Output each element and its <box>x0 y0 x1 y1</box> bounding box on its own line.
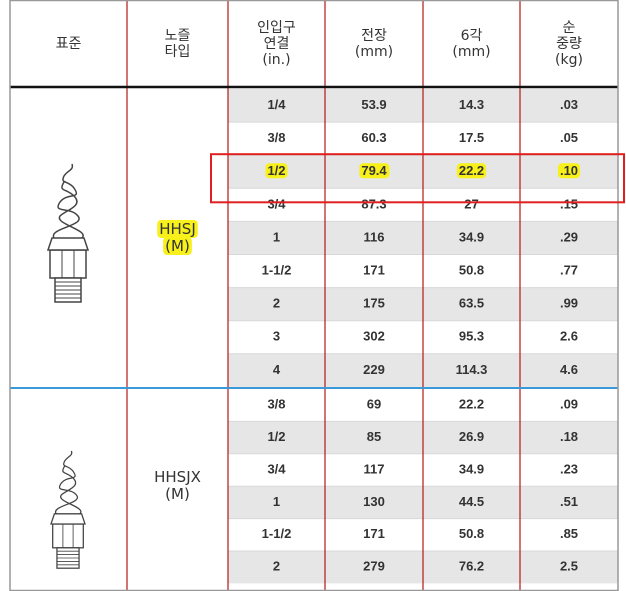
highlight <box>456 163 487 179</box>
header-text: 6각 <box>461 28 483 44</box>
cell-text: .77 <box>560 262 578 277</box>
cell-text: 26.9 <box>459 429 484 444</box>
header-text: (in.) <box>262 52 290 68</box>
cell-text: .29 <box>560 229 578 244</box>
cell-text: 1 <box>273 229 280 244</box>
header-text: (mm) <box>355 44 393 60</box>
cell-text: 1/2 <box>267 163 285 178</box>
cell-text: .18 <box>560 429 578 444</box>
cell-text: 302 <box>363 329 385 344</box>
cell-text: 17.5 <box>459 130 484 145</box>
cell-text: .05 <box>560 130 578 145</box>
cell-text: 69 <box>367 397 381 412</box>
cell-text: 1-1/2 <box>262 262 292 277</box>
type-text: HHSJX <box>154 468 201 486</box>
cell-text: 3 <box>273 329 280 344</box>
cell-text: 3/8 <box>267 397 285 412</box>
header-text: (mm) <box>452 44 490 60</box>
cell-text: 3/8 <box>267 130 285 145</box>
highlight <box>163 236 192 255</box>
cell-text: 2.5 <box>560 559 578 574</box>
cell-text: .99 <box>560 296 578 311</box>
cell-text: 1-1/2 <box>262 526 292 541</box>
cell-text: 76.2 <box>459 559 484 574</box>
cell-text: 229 <box>363 362 385 377</box>
cell-text: 53.9 <box>361 97 386 112</box>
cell-text: .15 <box>560 196 578 211</box>
cell-text: 4.6 <box>560 362 578 377</box>
cell-text: 130 <box>363 494 385 509</box>
header-text: 표준 <box>56 36 82 52</box>
header-text: 연결 <box>264 36 290 52</box>
cell-text: 1 <box>273 494 280 509</box>
header-text: 노즐 <box>165 28 191 44</box>
cell-text: 4 <box>273 362 281 377</box>
cell-text: .03 <box>560 97 578 112</box>
cell-text: 22.2 <box>459 397 484 412</box>
cell-text: .10 <box>560 163 578 178</box>
cell-text: 171 <box>363 262 385 277</box>
cell-text: 95.3 <box>459 329 484 344</box>
cell-text: 3/4 <box>267 461 286 476</box>
cell-text: 279 <box>363 559 385 574</box>
type-text: HHSJ <box>159 220 196 238</box>
cell-text: .23 <box>560 461 578 476</box>
cell-text: 79.4 <box>361 163 387 178</box>
cell-text: 2 <box>273 296 280 311</box>
type-text: (M) <box>165 237 190 255</box>
highlight <box>265 163 288 179</box>
cell-text: 14.3 <box>459 97 484 112</box>
cell-text: 50.8 <box>459 526 484 541</box>
type-text: (M) <box>165 485 190 503</box>
cell-text: 34.9 <box>459 461 484 476</box>
cell-text: 87.3 <box>361 196 386 211</box>
cell-text: 116 <box>364 229 385 244</box>
cell-text: 1/4 <box>267 97 286 112</box>
highlight-frame <box>210 153 625 204</box>
cell-text: .51 <box>560 494 578 509</box>
highlight <box>359 163 390 179</box>
cell-text: 85 <box>367 429 381 444</box>
cell-text: 63.5 <box>459 296 484 311</box>
cell-text: 114.3 <box>456 362 488 377</box>
highlight <box>557 163 581 179</box>
cell-text: 3/4 <box>267 196 286 211</box>
cell-text: 117 <box>364 461 385 476</box>
cell-text: 44.5 <box>459 494 484 509</box>
cell-text: 60.3 <box>361 130 386 145</box>
cell-text: 27 <box>464 196 478 211</box>
header-text: (kg) <box>555 52 583 68</box>
header-text: 순 <box>563 20 576 36</box>
cell-text: 22.2 <box>459 163 484 178</box>
header-text: 인입구 <box>257 20 296 36</box>
cell-text: .09 <box>560 397 578 412</box>
cell-text: 2.6 <box>560 329 578 344</box>
cell-text: 2 <box>273 559 280 574</box>
header-text: 전장 <box>361 28 387 44</box>
cell-text: 171 <box>363 526 385 541</box>
cell-text: 1/2 <box>267 429 285 444</box>
highlight <box>157 219 198 238</box>
cell-text: 34.9 <box>459 229 484 244</box>
cell-text: 175 <box>363 296 385 311</box>
cell-text: .85 <box>560 526 578 541</box>
header-text: 타입 <box>165 44 191 60</box>
cell-text: 50.8 <box>459 262 484 277</box>
header-text: 중량 <box>556 36 582 52</box>
